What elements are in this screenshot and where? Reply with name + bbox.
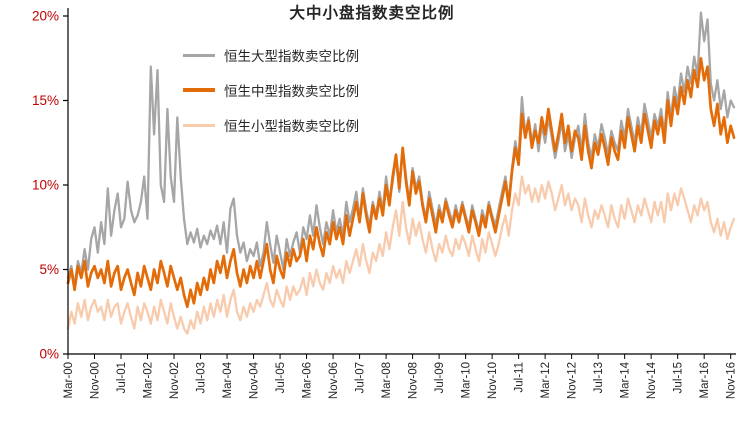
legend-item-small-cap: 恒生小型指数卖空比例 [183, 114, 359, 136]
y-tick-label: 20% [32, 9, 59, 24]
x-tick-label: Mar-14 [620, 361, 632, 398]
x-tick-label: Jul-03 [196, 362, 208, 393]
legend-label-large-cap: 恒生大型指数卖空比例 [224, 49, 359, 64]
x-tick-label: Nov-00 [90, 362, 102, 399]
legend-label-small-cap: 恒生小型指数卖空比例 [224, 119, 359, 134]
y-tick-label: 0% [39, 347, 59, 362]
x-tick-label: Mar-08 [381, 362, 393, 398]
large-cap-line-swatch [183, 53, 215, 57]
y-tick-label: 10% [32, 178, 59, 193]
axes: 0% 5% 10% 15% 20% Mar-00 Nov-00 Jul-01 Mar-02 Nov… [32, 8, 738, 399]
x-tick-label: Jul-13 [593, 362, 605, 393]
x-tick-label: Mar-12 [540, 362, 552, 398]
x-tick-label: Mar-02 [143, 362, 155, 398]
x-tick-label: Mar-00 [63, 362, 75, 398]
x-tick-label: Nov-12 [567, 362, 579, 399]
x-tick-label: Nov-04 [249, 361, 261, 399]
x-tick-label: Jul-11 [514, 362, 526, 392]
x-tick-label: Nov-16 [726, 362, 738, 399]
x-tick-label: Jul-07 [355, 362, 367, 393]
x-tick-label: Nov-08 [408, 362, 420, 399]
x-tick-label: Nov-02 [169, 362, 181, 399]
series-line-1 [66, 56, 736, 309]
x-tick-label: Mar-16 [699, 362, 711, 398]
x-tick-label: Nov-10 [487, 362, 499, 399]
legend: 恒生大型指数卖空比例 恒生中型指数卖空比例 恒生小型指数卖空比例 [183, 44, 359, 136]
y-tick-label: 5% [39, 262, 59, 277]
small-cap-line-swatch [183, 123, 215, 127]
x-tick-label: Mar-04 [222, 361, 234, 398]
legend-label-mid-cap: 恒生中型指数卖空比例 [224, 84, 359, 99]
legend-item-mid-cap: 恒生中型指数卖空比例 [183, 79, 359, 101]
series-lines [66, 11, 736, 335]
x-tick-label: Jul-05 [275, 362, 287, 393]
x-tick-label: Jul-15 [673, 362, 685, 393]
x-tick-label: Jul-09 [434, 362, 446, 393]
legend-item-large-cap: 恒生大型指数卖空比例 [183, 44, 359, 66]
chart-title: 大中小盘指数卖空比例 [289, 5, 455, 22]
series-line-2 [66, 175, 736, 335]
mid-cap-line-swatch [183, 88, 215, 92]
x-tick-label: Nov-06 [328, 362, 340, 399]
y-tick-label: 15% [32, 93, 59, 108]
x-tick-label: Mar-06 [302, 362, 314, 398]
x-tick-label: Mar-10 [461, 362, 473, 398]
x-tick-label: Nov-14 [646, 361, 658, 399]
x-tick-label: Jul-01 [116, 362, 128, 393]
